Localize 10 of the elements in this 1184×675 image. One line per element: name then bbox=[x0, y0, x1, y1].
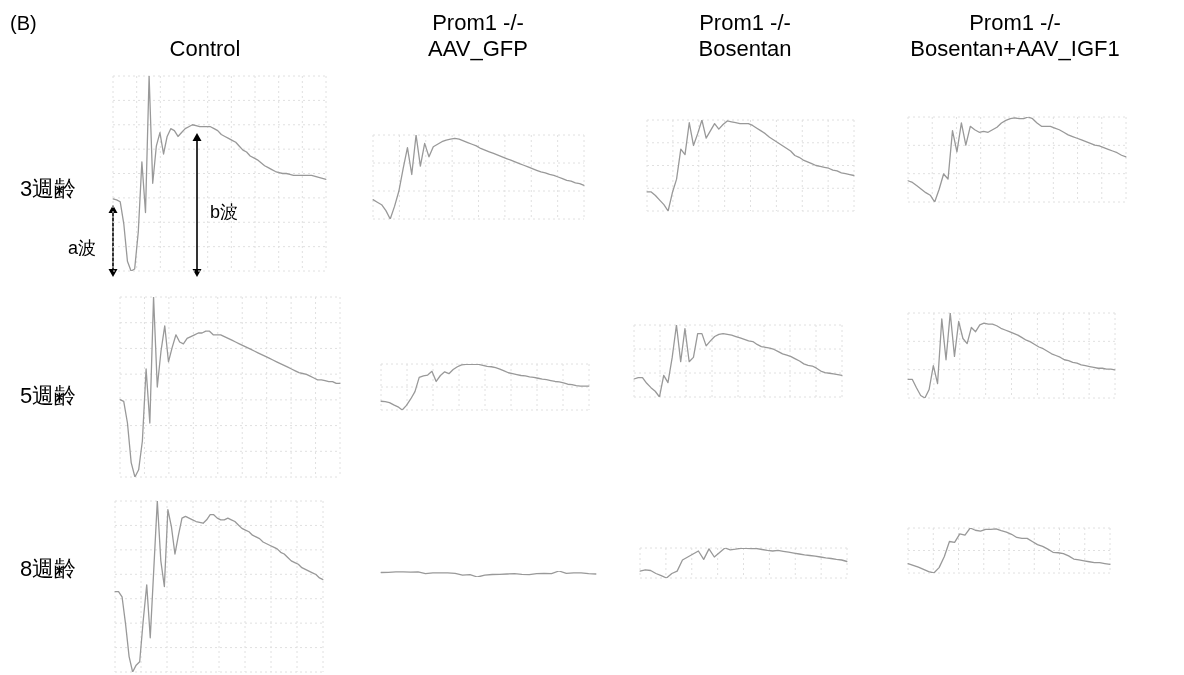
text: (B) bbox=[10, 12, 37, 35]
y-axis-title: 8週齢 bbox=[20, 555, 77, 583]
chart-title: Control bbox=[168, 36, 242, 62]
y-axis-title: 3週齢 bbox=[20, 175, 77, 203]
chart-title: Prom1 -/- Bosentan bbox=[697, 10, 793, 62]
text: a波 bbox=[68, 237, 97, 260]
chart-title: Prom1 -/- Bosentan+AAV_IGF1 bbox=[909, 10, 1121, 62]
chart-title: Prom1 -/- AAV_GFP bbox=[427, 10, 529, 62]
annotation: b波 bbox=[210, 201, 239, 224]
y-axis-title: 5週齢 bbox=[20, 382, 77, 410]
